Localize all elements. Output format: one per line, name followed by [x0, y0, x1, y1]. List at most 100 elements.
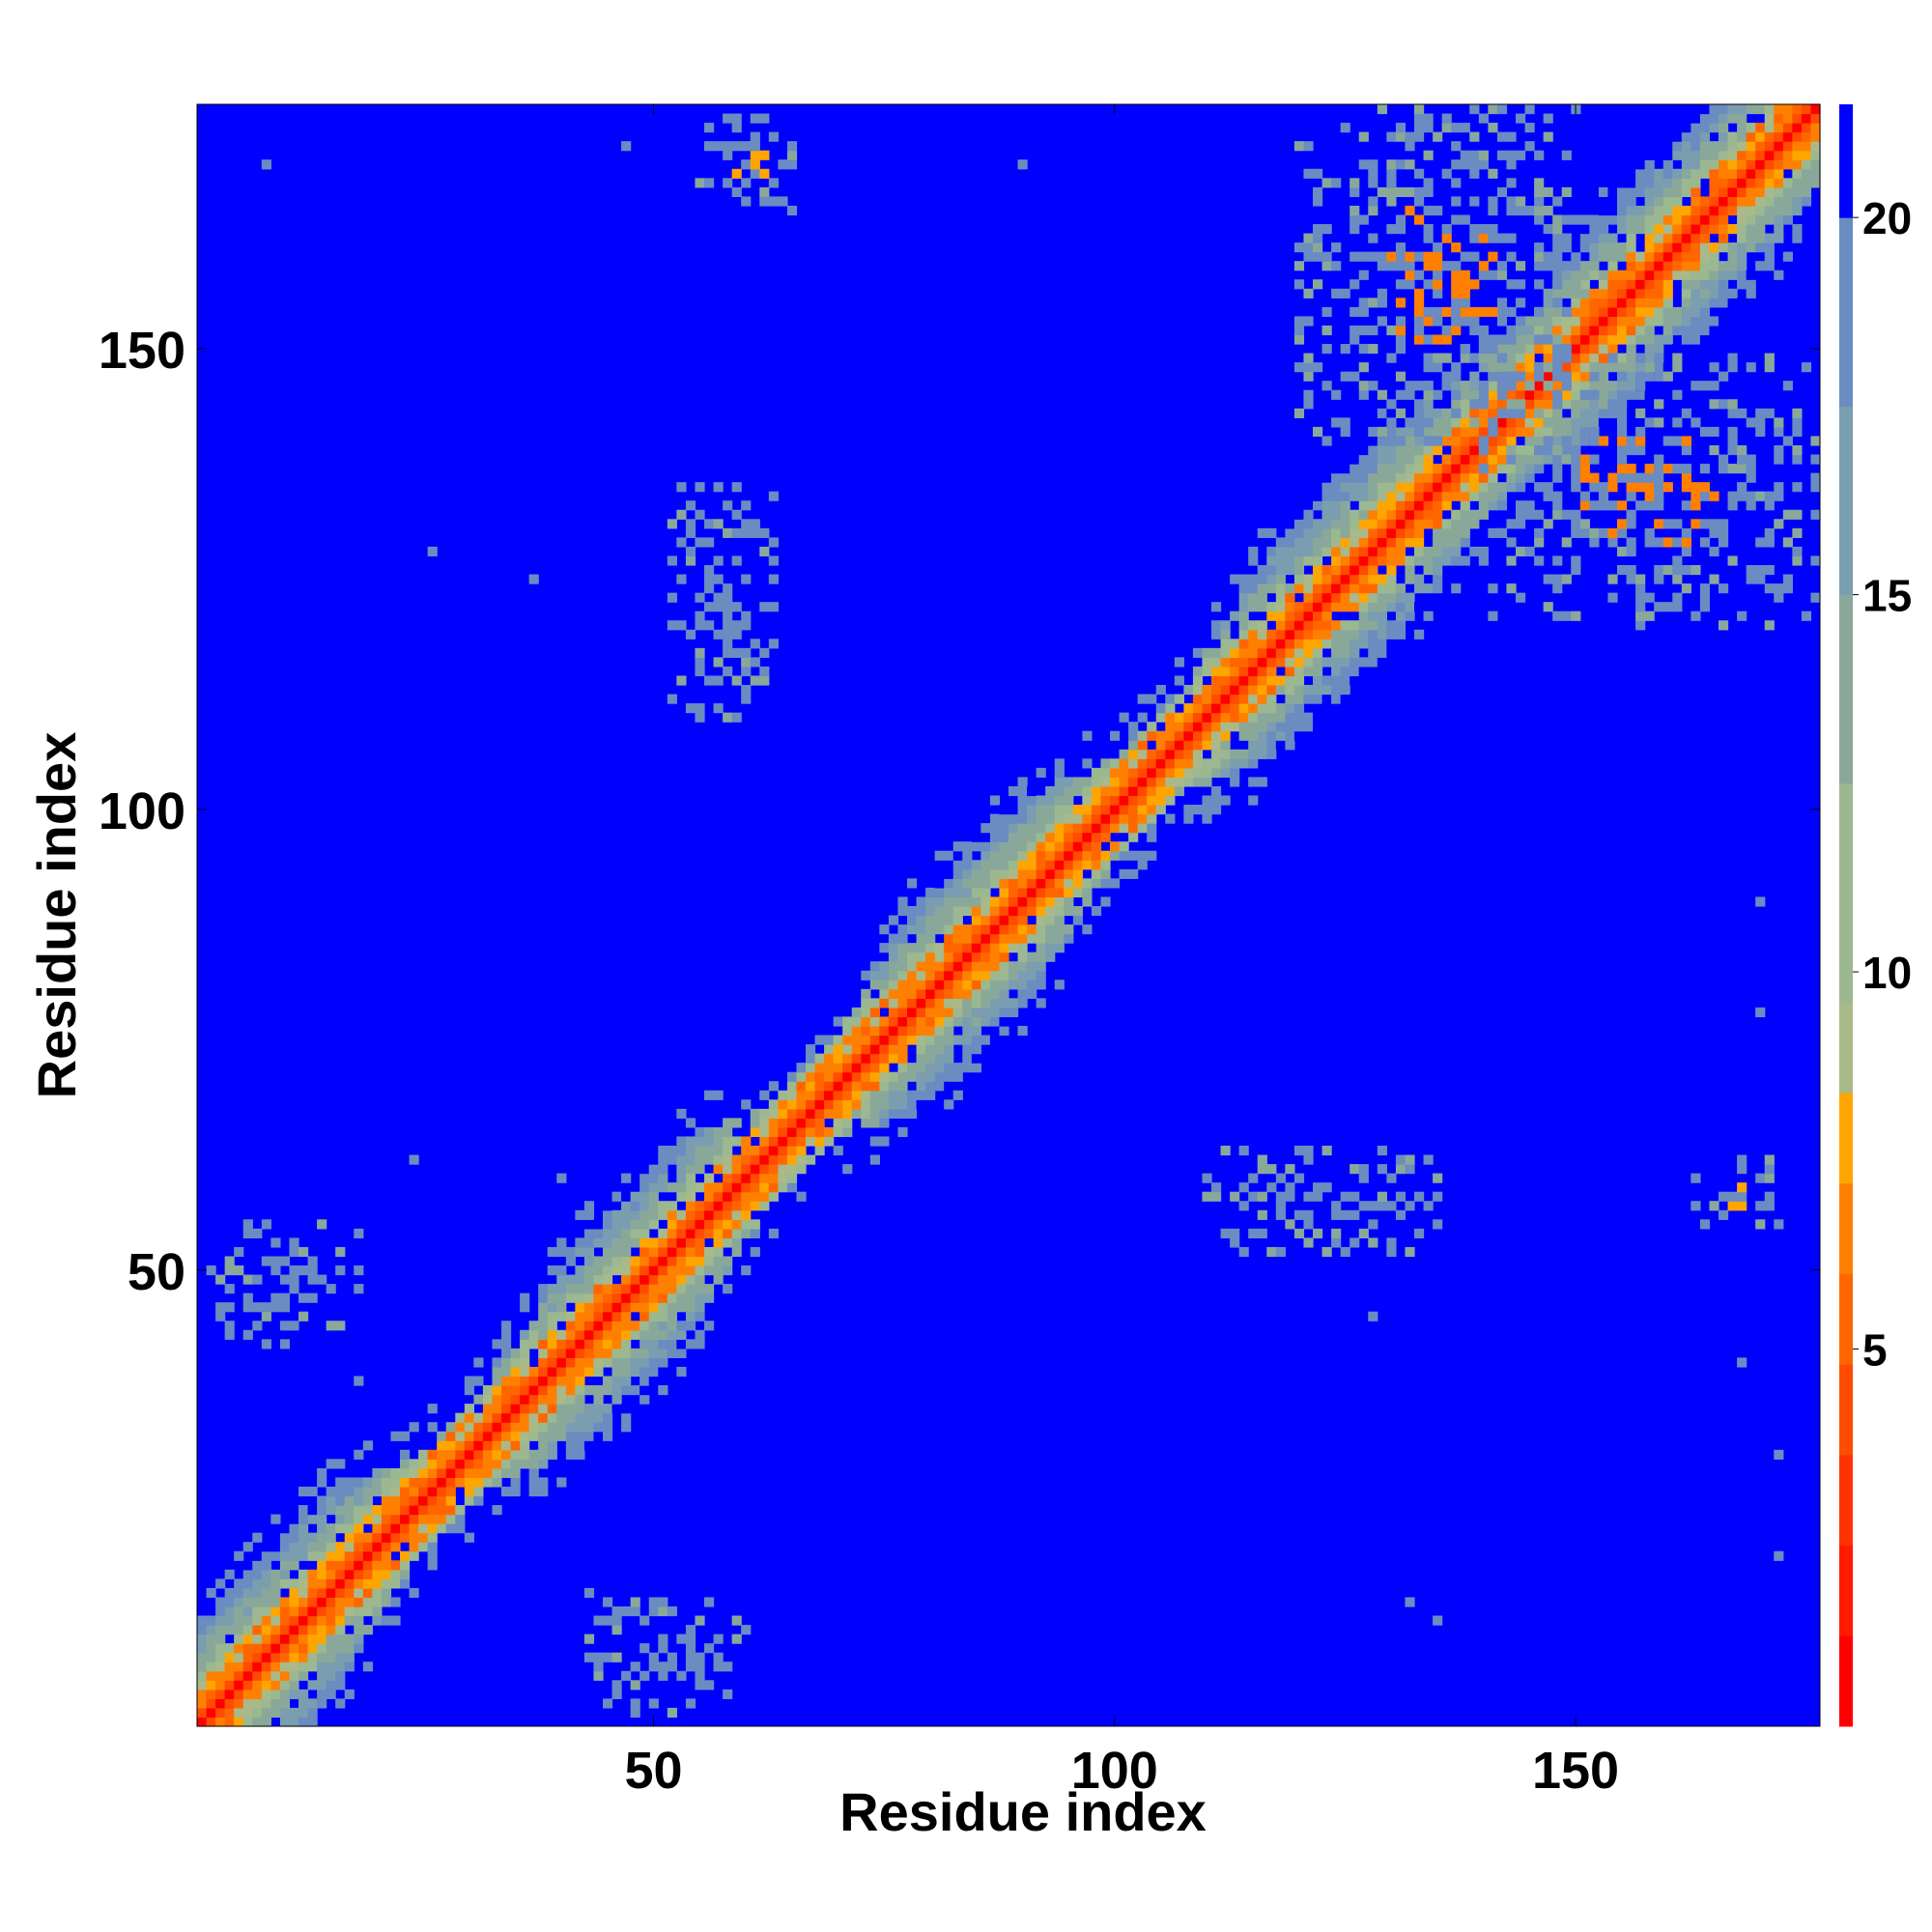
- heatmap-cell: [261, 1615, 271, 1626]
- heatmap-cell: [934, 1044, 945, 1055]
- heatmap-cell: [1451, 527, 1462, 538]
- heatmap-cell: [648, 1652, 659, 1662]
- heatmap-cell: [1321, 500, 1332, 511]
- heatmap-cell: [298, 1532, 309, 1543]
- heatmap-cell: [1746, 214, 1756, 225]
- heatmap-cell: [242, 1578, 253, 1589]
- heatmap-cell: [528, 1477, 539, 1488]
- heatmap-cell: [270, 1680, 281, 1690]
- heatmap-cell: [1230, 574, 1240, 584]
- heatmap-cell: [317, 1550, 327, 1561]
- heatmap-cell: [1036, 980, 1046, 990]
- heatmap-cell: [1746, 417, 1756, 428]
- heatmap-cell: [206, 1615, 216, 1626]
- heatmap-cell: [252, 1302, 263, 1313]
- heatmap-cell: [1183, 805, 1194, 815]
- heatmap-cell: [1644, 168, 1655, 179]
- heatmap-cell: [1266, 749, 1277, 759]
- heatmap-cell: [1488, 168, 1498, 179]
- heatmap-cell: [335, 1523, 346, 1534]
- heatmap-cell: [400, 1467, 411, 1479]
- heatmap-cell: [298, 1505, 309, 1516]
- heatmap-cell: [1506, 251, 1517, 262]
- heatmap-cell: [1340, 647, 1350, 658]
- heatmap-cell: [1128, 823, 1139, 834]
- heatmap-cell: [1451, 555, 1462, 566]
- heatmap-cell: [741, 685, 752, 696]
- heatmap-cell: [786, 1071, 798, 1082]
- heatmap-cell: [1441, 325, 1452, 336]
- heatmap-cell: [354, 1228, 364, 1238]
- heatmap-cell: [1755, 242, 1766, 253]
- heatmap-cell: [1672, 325, 1683, 336]
- heatmap-cell: [713, 1191, 724, 1202]
- heatmap-cell: [1377, 1201, 1387, 1211]
- heatmap-cell: [1257, 777, 1267, 787]
- heatmap-cell: [326, 1560, 336, 1571]
- heatmap-cell: [583, 1348, 595, 1359]
- heatmap-cell: [1709, 186, 1719, 197]
- heatmap-cell: [464, 1412, 474, 1423]
- heatmap-cell: [1737, 214, 1747, 225]
- heatmap-cell: [1764, 620, 1775, 631]
- heatmap-cell: [1303, 685, 1314, 696]
- heatmap-cell: [1579, 371, 1590, 382]
- heatmap-cell: [1460, 251, 1470, 262]
- heatmap-cell: [695, 1302, 705, 1313]
- heatmap-cell: [1174, 777, 1184, 787]
- heatmap-cell: [1699, 298, 1711, 308]
- heatmap-cell: [1220, 629, 1231, 639]
- heatmap-cell: [1433, 288, 1443, 298]
- heatmap-cell: [1774, 454, 1784, 465]
- heatmap-cell: [759, 546, 770, 557]
- heatmap-cell: [307, 1707, 318, 1719]
- heatmap-cell: [1220, 639, 1231, 649]
- heatmap-cell: [1543, 389, 1553, 400]
- heatmap-cell: [279, 1625, 291, 1635]
- heatmap-cell: [1755, 196, 1766, 207]
- heatmap-cell: [1654, 150, 1664, 160]
- heatmap-cell: [667, 1652, 677, 1662]
- heatmap-cell: [1350, 371, 1360, 382]
- heatmap-cell: [1607, 205, 1618, 216]
- heatmap-cell: [1137, 767, 1148, 778]
- heatmap-cell: [1405, 537, 1415, 548]
- heatmap-cell: [861, 1081, 871, 1092]
- heatmap-cell: [869, 1118, 880, 1128]
- heatmap-cell: [1137, 785, 1148, 797]
- heatmap-cell: [916, 1090, 926, 1100]
- heatmap-cell: [1561, 509, 1572, 520]
- heatmap-cell: [1202, 703, 1212, 714]
- heatmap-cell: [685, 1145, 696, 1156]
- heatmap-cell: [455, 1523, 466, 1534]
- heatmap-cell: [593, 1652, 604, 1662]
- heatmap-cell: [685, 1311, 696, 1321]
- heatmap-cell: [270, 1615, 281, 1626]
- heatmap-cell: [1192, 712, 1204, 723]
- heatmap-cell: [934, 1081, 945, 1092]
- heatmap-cell: [962, 1007, 973, 1018]
- heatmap-cell: [1155, 730, 1166, 741]
- heatmap-cell: [1064, 805, 1074, 815]
- heatmap-cell: [1488, 454, 1498, 465]
- heatmap-cell: [1571, 482, 1581, 493]
- heatmap-cell: [400, 1569, 411, 1579]
- heatmap-cell: [473, 1422, 484, 1433]
- heatmap-cell: [1293, 527, 1305, 538]
- heatmap-cell: [1644, 270, 1655, 280]
- heatmap-cell: [768, 602, 779, 612]
- heatmap-cell: [501, 1385, 512, 1396]
- heatmap-cell: [1377, 519, 1387, 529]
- heatmap-cell: [1285, 1182, 1295, 1193]
- heatmap-cell: [944, 998, 954, 1009]
- heatmap-cell: [261, 1542, 271, 1552]
- heatmap-cell: [1350, 657, 1360, 668]
- heatmap-cell: [1091, 868, 1102, 879]
- heatmap-cell: [354, 1514, 364, 1524]
- heatmap-cell: [317, 1495, 327, 1506]
- heatmap-cell: [1617, 362, 1628, 373]
- heatmap-cell: [1626, 168, 1636, 179]
- heatmap-cell: [1774, 1550, 1784, 1561]
- heatmap-cell: [390, 1486, 401, 1497]
- heatmap-cell: [1709, 141, 1719, 152]
